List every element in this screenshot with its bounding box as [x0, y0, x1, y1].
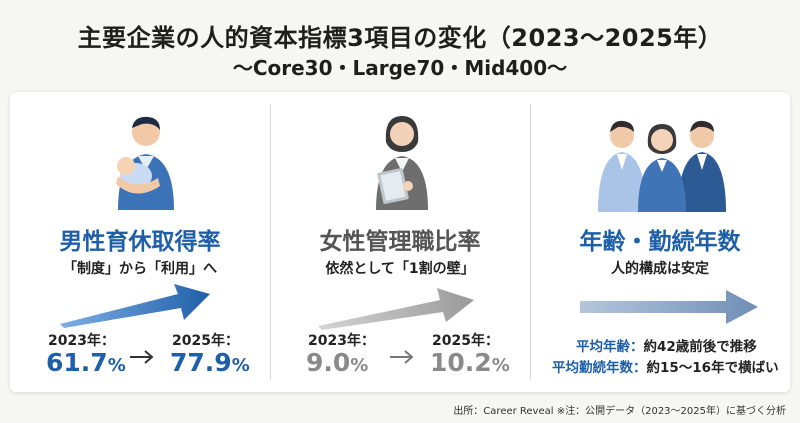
panel-title: 男性育休取得率 [59, 229, 221, 255]
to-value: 10.2% [430, 348, 510, 377]
from-year-label: 2023年： [48, 333, 115, 349]
panels-card: 男性育休取得率 「制度」から「利用」へ 2023年： 61.7% 2025年： … [10, 92, 790, 392]
businesswoman-with-tablet-icon [376, 116, 428, 210]
panel-subtitle: 依然として「1割の壁」 [325, 261, 475, 277]
panel-title: 年齢・勤続年数 [579, 229, 741, 255]
stat-average-age: 平均年齢：約42歳前後で推移 [576, 339, 757, 355]
from-value: 61.7% [46, 348, 126, 377]
flat-arrow-icon [580, 290, 758, 324]
panel-male-childcare-leave: 男性育休取得率 「制度」から「利用」へ 2023年： 61.7% 2025年： … [10, 92, 270, 392]
arrow-right-icon [130, 350, 154, 364]
panel-divider [530, 104, 531, 380]
from-year-label: 2023年： [308, 333, 375, 349]
from-value: 9.0% [306, 348, 369, 377]
panel-divider [270, 104, 271, 380]
page-subtitle: 〜Core30・Large70・Mid400〜 [232, 56, 568, 80]
to-year-label: 2025年： [172, 333, 239, 349]
stat-average-tenure: 平均勤続年数：約15〜16年で横ばい [552, 360, 779, 376]
panel-subtitle: 人的構成は安定 [611, 261, 709, 277]
arrow-right-icon [390, 350, 414, 364]
business-team-icon [598, 120, 726, 212]
page-title: 主要企業の人的資本指標3項目の変化（2023〜2025年） [77, 24, 723, 52]
upward-trend-arrow-icon [60, 284, 210, 328]
panel-female-managers: 女性管理職比率 依然として「1割の壁」 2023年： 9.0% 2025年： 1… [270, 92, 530, 392]
father-holding-baby-icon [116, 116, 174, 210]
source-note: 出所：Career Reveal ※注：公開データ（2023〜2025年）に基づ… [453, 406, 786, 417]
to-value: 77.9% [170, 348, 250, 377]
panel-subtitle: 「制度」から「利用」へ [63, 261, 217, 277]
slight-upward-arrow-icon [318, 288, 474, 330]
panel-title: 女性管理職比率 [319, 229, 481, 255]
panel-age-tenure: 年齢・勤続年数 人的構成は安定 平均年齢：約42歳前後で推移 平均勤続年数：約1… [530, 92, 790, 392]
to-year-label: 2025年： [432, 333, 499, 349]
